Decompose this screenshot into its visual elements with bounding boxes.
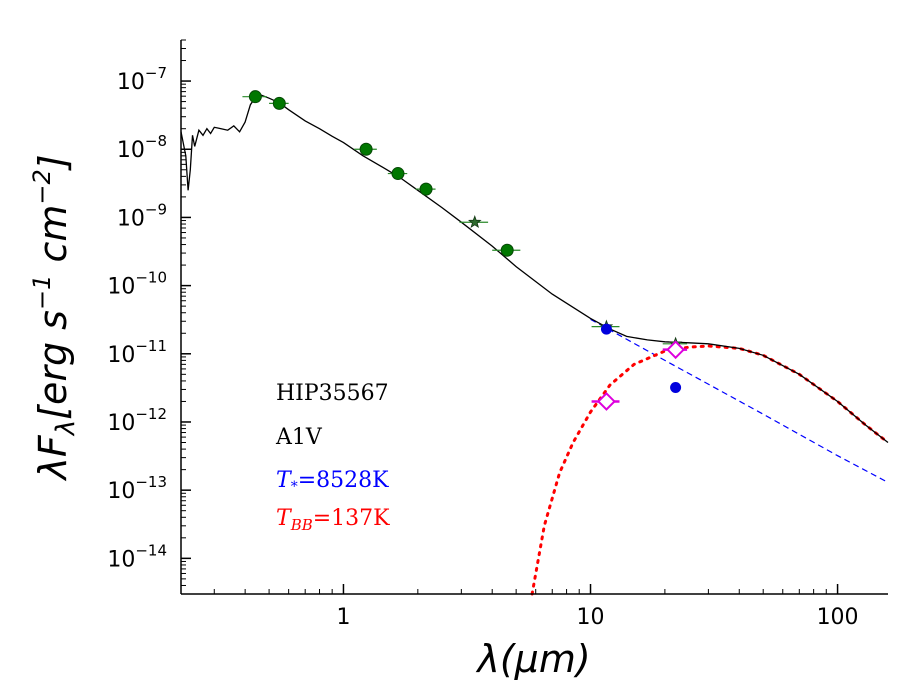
photometry-point [272, 96, 286, 110]
tstar-label: T*=8528K [276, 468, 389, 495]
ticks: 10−7 10−8 10−9 10−10 10−11 10−12 10−13 10−14 1 10… [107, 39, 859, 630]
x-tick-label: 1 [336, 605, 350, 630]
spectral-type-label: A1V [275, 425, 323, 450]
blackbody-curve [530, 344, 890, 596]
photometry-point [419, 182, 433, 196]
y-tick-label: 10−10 [107, 269, 167, 300]
star-name-label: HIP35567 [276, 381, 389, 406]
photometry-point [391, 167, 405, 181]
y-axis-label: λFλ[erg s−1 cm−2] [28, 154, 81, 481]
tbb-label: TBB=137K [276, 506, 390, 534]
excess-point [666, 340, 686, 360]
data-points [242, 90, 688, 411]
x-axis-label: λ(μm) [475, 637, 590, 681]
y-tick-label: 10−12 [107, 405, 167, 436]
x-tick-label: 10 [577, 605, 605, 630]
axes [180, 40, 888, 595]
y-tick-label: 10−14 [107, 541, 167, 572]
photometry-point [500, 243, 514, 257]
y-tick-label: 10−8 [117, 132, 167, 163]
x-tick-label: 100 [817, 605, 859, 630]
photosphere-point [600, 323, 612, 335]
photometry-star-point [468, 215, 482, 229]
photometry-point [248, 90, 262, 104]
y-tick-label: 10−13 [107, 473, 167, 504]
annotations: HIP35567 A1V T*=8528K TBB=137K [275, 381, 390, 534]
photometry-point [359, 142, 373, 156]
excess-point [597, 392, 616, 411]
photosphere-curve [590, 318, 889, 483]
photosphere-point [670, 382, 682, 394]
y-tick-label: 10−7 [117, 64, 167, 95]
y-tick-label: 10−11 [107, 337, 167, 368]
y-tick-label: 10−9 [117, 200, 167, 231]
